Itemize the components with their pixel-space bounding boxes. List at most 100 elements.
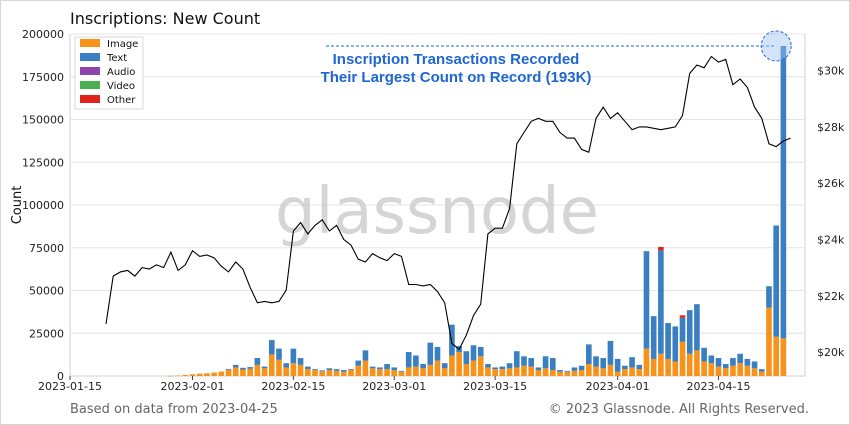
bar-text xyxy=(499,366,506,370)
bar-image xyxy=(218,371,225,376)
bar-image xyxy=(413,366,419,376)
bar-text xyxy=(341,370,347,372)
bar-image xyxy=(276,359,282,376)
bar-text xyxy=(304,366,311,370)
legend-swatch-image xyxy=(80,39,100,47)
y-axis-right: $20k $22k $24k $26k $28k $30k xyxy=(817,65,845,359)
bar-text xyxy=(513,351,520,368)
bar-image xyxy=(326,370,333,376)
bar-image xyxy=(686,353,693,376)
bar-other xyxy=(658,246,664,251)
y-tick-label: 125000 xyxy=(22,156,64,169)
bar-image xyxy=(578,370,585,376)
bar-text xyxy=(326,368,333,371)
bar-text xyxy=(528,358,534,367)
bar-text xyxy=(773,225,779,337)
bar-image xyxy=(441,368,448,376)
bar-image xyxy=(629,367,635,376)
legend-swatch-other xyxy=(80,95,100,103)
y-tick-label: 0 xyxy=(57,370,64,383)
bar-image xyxy=(268,354,275,377)
bar-image xyxy=(391,370,398,376)
bar-image xyxy=(312,370,318,376)
bar-text xyxy=(290,348,297,364)
bar-image xyxy=(283,367,289,376)
bar-text xyxy=(571,367,578,371)
bar-text xyxy=(658,250,664,354)
bar-image xyxy=(434,360,441,376)
bar-image xyxy=(694,350,700,376)
bar-image xyxy=(766,307,772,376)
bar-image xyxy=(600,368,607,376)
bar-text xyxy=(240,367,246,370)
bar-text xyxy=(751,361,758,369)
bar-image xyxy=(175,375,181,377)
y-axis-label: Count xyxy=(10,186,25,225)
bar-text xyxy=(607,340,614,365)
x-tick-label: 2023-02-15 xyxy=(261,380,325,393)
annotation-highlight-circle xyxy=(760,30,792,62)
y-right-tick-label: $22k xyxy=(817,290,845,303)
x-tick-label: 2023-03-15 xyxy=(463,380,527,393)
bar-text xyxy=(449,324,455,356)
bar-text xyxy=(225,369,232,371)
bar-text xyxy=(232,364,239,368)
bar-text xyxy=(434,346,441,361)
bar-image xyxy=(650,358,657,376)
y-tick-label: 150000 xyxy=(22,114,64,127)
bar-image xyxy=(744,365,751,376)
bar-image xyxy=(225,370,232,376)
bar-image xyxy=(751,368,758,376)
bar-text xyxy=(384,364,390,370)
bar-image xyxy=(204,373,210,376)
bar-text xyxy=(758,369,765,372)
bar-text xyxy=(506,363,513,369)
legend-label-other: Other xyxy=(107,95,136,106)
legend-label-video: Video xyxy=(107,81,135,92)
x-tick-label: 2023-04-15 xyxy=(687,380,751,393)
bar-image xyxy=(549,370,556,376)
bar-image xyxy=(427,364,434,376)
x-axis: 2023-01-15 2023-02-01 2023-02-15 2023-03-01… xyxy=(38,376,750,393)
bar-text xyxy=(348,369,354,371)
bar-text xyxy=(283,363,289,368)
bar-text xyxy=(276,348,282,360)
y-tick-label: 100000 xyxy=(22,199,64,212)
bar-image xyxy=(665,358,671,376)
bar-text xyxy=(593,356,599,367)
bar-image xyxy=(506,368,513,376)
y-right-tick-label: $28k xyxy=(817,121,845,134)
bar-image xyxy=(240,369,246,376)
bar-image xyxy=(528,366,534,376)
bar-image xyxy=(304,369,311,376)
bar-image xyxy=(622,369,628,376)
bar-image xyxy=(398,371,405,376)
bar-text xyxy=(355,360,362,366)
bar-image xyxy=(564,371,571,376)
bar-image xyxy=(643,348,650,376)
legend: Image Text Audio Video Other xyxy=(74,36,144,110)
bar-text xyxy=(477,346,484,357)
x-tick-label: 2023-02-01 xyxy=(161,380,225,393)
bar-layer xyxy=(168,45,787,377)
bar-image xyxy=(679,341,686,376)
price-line xyxy=(105,55,791,351)
bar-text xyxy=(297,358,304,365)
bar-image xyxy=(254,364,261,376)
bar-image xyxy=(499,369,506,376)
bar-image xyxy=(297,364,304,376)
legend-swatch-text xyxy=(80,53,100,61)
bar-image xyxy=(290,363,297,376)
bar-text xyxy=(261,366,268,369)
bar-text xyxy=(377,367,383,370)
bar-image xyxy=(521,365,527,376)
bar-image xyxy=(593,366,599,376)
bar-image xyxy=(557,371,563,376)
bar-image xyxy=(348,370,354,376)
bar-image xyxy=(384,369,390,376)
bar-text xyxy=(686,310,693,354)
bar-text xyxy=(780,45,787,339)
bar-text xyxy=(672,326,679,362)
bar-image xyxy=(708,363,715,376)
